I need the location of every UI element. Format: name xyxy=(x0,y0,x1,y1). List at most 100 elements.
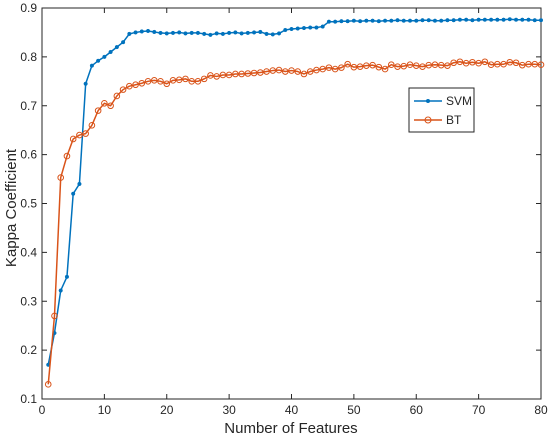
data-point-bt xyxy=(101,100,108,107)
data-point-bt xyxy=(225,71,233,79)
data-point-svm xyxy=(71,191,76,196)
data-point-bt xyxy=(456,58,464,66)
data-point-bt xyxy=(294,68,302,75)
y-tick-label: 0.6 xyxy=(20,148,37,162)
data-point-bt xyxy=(481,58,489,66)
data-point-bt xyxy=(94,107,102,114)
data-point-bt xyxy=(356,63,364,70)
data-point-bt xyxy=(188,78,195,85)
data-point-svm xyxy=(58,288,63,293)
data-point-svm xyxy=(108,49,113,55)
x-tick-label: 70 xyxy=(472,403,486,417)
data-point-bt xyxy=(257,69,264,76)
data-point-svm xyxy=(270,32,275,37)
data-point-bt xyxy=(394,63,401,70)
data-point-svm xyxy=(152,29,157,34)
data-point-svm xyxy=(320,24,325,29)
data-point-bt xyxy=(300,70,308,78)
data-point-svm xyxy=(470,18,475,23)
series-bt xyxy=(44,58,545,388)
data-point-bt xyxy=(469,58,476,66)
data-point-bt xyxy=(350,63,358,71)
data-point-svm xyxy=(158,30,163,35)
data-point-svm xyxy=(345,19,350,24)
data-point-svm xyxy=(202,31,207,36)
data-point-svm xyxy=(439,18,444,23)
data-point-svm xyxy=(301,25,307,31)
data-point-bt xyxy=(425,61,433,69)
data-point-svm xyxy=(376,19,381,24)
data-point-bt xyxy=(363,62,370,69)
data-point-svm xyxy=(102,54,107,59)
data-point-bt xyxy=(44,381,52,388)
data-point-bt xyxy=(344,60,351,68)
data-point-svm xyxy=(514,17,519,22)
data-point-bt xyxy=(107,102,114,110)
data-point-bt xyxy=(437,61,445,69)
data-point-svm xyxy=(401,18,406,23)
legend-swatch-marker xyxy=(426,99,430,103)
data-point-svm xyxy=(139,29,144,34)
data-point-bt xyxy=(388,61,395,68)
data-point-svm xyxy=(283,27,288,33)
data-point-bt xyxy=(88,122,96,129)
data-point-svm xyxy=(526,17,531,22)
data-point-bt xyxy=(462,59,470,67)
data-point-bt xyxy=(306,68,314,75)
data-point-svm xyxy=(383,18,388,23)
x-tick-label: 20 xyxy=(160,403,174,417)
data-point-svm xyxy=(239,31,244,36)
y-tick-label: 0.8 xyxy=(20,50,37,64)
data-point-svm xyxy=(326,19,331,24)
x-tick-label: 50 xyxy=(347,403,361,417)
data-point-svm xyxy=(189,30,194,35)
data-point-bt xyxy=(132,81,139,89)
data-point-bt xyxy=(119,86,127,93)
data-point-svm xyxy=(482,17,487,22)
legend-label: SVM xyxy=(446,94,472,108)
data-point-svm xyxy=(489,17,494,22)
y-tick-label: 0.9 xyxy=(20,1,37,15)
data-point-svm xyxy=(183,31,188,36)
data-point-bt xyxy=(232,70,239,78)
data-point-svm xyxy=(145,28,151,34)
data-point-bt xyxy=(369,61,376,69)
legend-item-svm: SVM xyxy=(414,94,472,108)
data-point-bt xyxy=(338,64,345,71)
data-point-svm xyxy=(314,25,319,30)
data-point-bt xyxy=(381,65,389,73)
data-point-bt xyxy=(331,65,339,73)
y-tick-label: 0.3 xyxy=(20,294,37,308)
data-point-svm xyxy=(364,18,369,23)
data-point-svm xyxy=(258,29,263,34)
data-point-svm xyxy=(432,18,438,23)
data-point-bt xyxy=(175,76,183,84)
x-tick-label: 60 xyxy=(410,403,424,417)
data-point-svm xyxy=(295,26,300,31)
data-point-svm xyxy=(208,32,213,37)
data-point-bt xyxy=(500,60,507,68)
data-point-svm xyxy=(214,31,219,36)
data-point-svm xyxy=(339,19,344,24)
legend-item-bt: BT xyxy=(414,113,462,127)
data-point-bt xyxy=(518,61,526,69)
data-point-bt xyxy=(51,312,58,320)
data-point-svm xyxy=(407,18,413,23)
data-point-svm xyxy=(445,18,450,23)
data-point-bt xyxy=(69,135,77,143)
data-point-bt xyxy=(444,62,451,69)
data-point-bt xyxy=(144,78,152,85)
legend: SVM BT xyxy=(408,87,475,133)
data-point-svm xyxy=(520,17,525,22)
data-point-bt xyxy=(269,67,277,74)
data-point-bt xyxy=(531,60,539,68)
data-point-svm xyxy=(414,18,419,23)
data-point-svm xyxy=(127,31,132,36)
data-point-svm xyxy=(476,17,481,22)
data-point-svm xyxy=(276,31,282,36)
data-point-svm xyxy=(333,19,338,24)
data-point-bt xyxy=(412,62,420,69)
data-point-bt xyxy=(113,92,121,100)
y-tick-label: 0.1 xyxy=(20,392,37,406)
